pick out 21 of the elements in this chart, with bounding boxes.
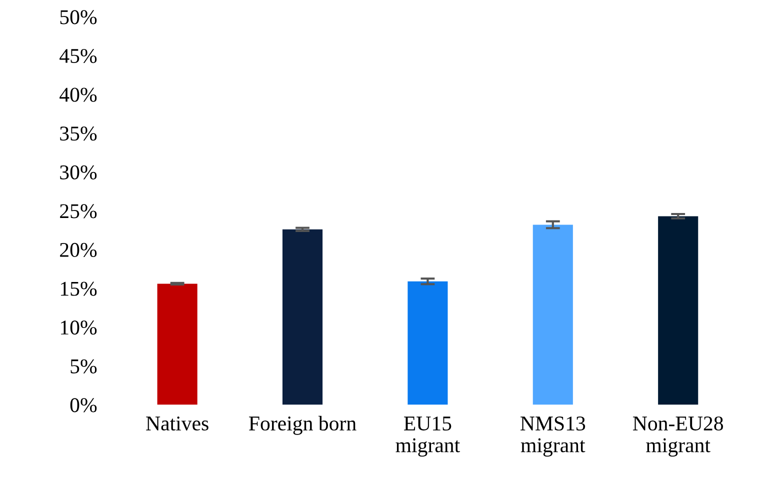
bar <box>658 216 698 405</box>
y-tick-label: 50% <box>60 10 97 24</box>
bar <box>282 229 323 405</box>
y-tick-label: 40% <box>60 88 97 102</box>
y-tick-label: 45% <box>60 48 97 64</box>
x-tick-label: Natives <box>146 416 208 431</box>
y-tick-label: 5% <box>70 359 97 374</box>
bar <box>408 281 448 405</box>
x-tick-label: EU15 migrant <box>396 416 460 457</box>
x-tick-label: Foreign born <box>249 416 356 435</box>
x-tick-label: NMS13 migrant <box>520 416 586 457</box>
bar <box>157 284 198 405</box>
y-tick-label: 25% <box>60 204 97 218</box>
y-tick-label: 15% <box>60 282 97 296</box>
bar <box>532 224 573 405</box>
y-tick-label: 20% <box>60 242 97 258</box>
x-tick-label: Non-EU28 migrant <box>632 416 724 457</box>
y-tick-label: 10% <box>60 320 97 335</box>
y-tick-label: 30% <box>60 165 97 180</box>
y-tick-label: 35% <box>60 126 97 141</box>
y-tick-label: 0% <box>70 398 97 412</box>
